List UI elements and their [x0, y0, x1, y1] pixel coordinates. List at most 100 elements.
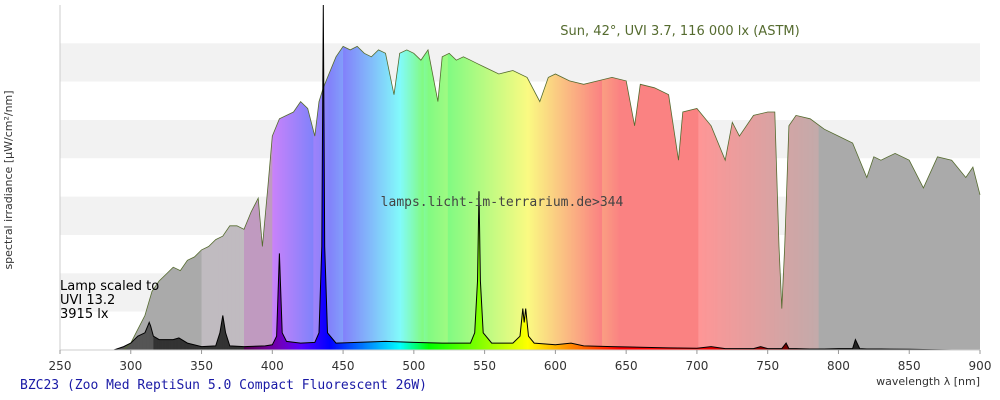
- x-tick-label: 400: [261, 359, 284, 373]
- spectrum-stripe: [856, 46, 859, 350]
- x-tick-label: 350: [190, 359, 213, 373]
- spectrum-stripe: [803, 46, 805, 350]
- spectrum-stripe: [344, 46, 347, 350]
- spectrum-stripe: [350, 46, 353, 350]
- spectrum-stripe: [863, 46, 866, 350]
- spectrum-stripe: [644, 46, 647, 350]
- spectrum-stripe: [807, 46, 810, 350]
- spectrum-stripe: [954, 46, 957, 350]
- spectrum-stripe: [839, 46, 842, 350]
- spectrum-stripe: [660, 46, 663, 350]
- spectrum-stripe: [926, 46, 929, 350]
- spectrum-stripe: [501, 46, 504, 350]
- spectrum-stripe: [589, 46, 592, 350]
- spectrum-stripe: [805, 46, 808, 350]
- spectrum-stripe: [580, 46, 583, 350]
- spectrum-stripe: [845, 46, 848, 350]
- spectrum-stripe: [808, 46, 811, 350]
- spectrum-stripe: [921, 46, 924, 350]
- spectrum-stripe: [650, 46, 653, 350]
- spectrum-stripe: [773, 46, 776, 350]
- spectrum-stripe: [423, 46, 426, 350]
- spectrum-stripe: [978, 46, 980, 350]
- spectrum-stripe: [277, 46, 280, 350]
- x-tick-label: 700: [685, 359, 708, 373]
- spectrum-stripe: [503, 46, 505, 350]
- spectrum-stripe: [320, 46, 323, 350]
- spectrum-stripe: [402, 46, 405, 350]
- spectrum-stripe: [696, 46, 699, 350]
- spectrum-stripe: [798, 46, 801, 350]
- spectrum-stripe: [512, 46, 515, 350]
- spectrum-stripe: [865, 46, 868, 350]
- spectrum-stripe: [713, 46, 716, 350]
- spectrum-stripe: [624, 46, 627, 350]
- spectrum-stripe: [886, 46, 889, 350]
- spectrum-stripe: [975, 46, 978, 350]
- spectrum-stripe: [943, 46, 946, 350]
- spectrum-stripe: [395, 46, 398, 350]
- spectrum-stripe: [507, 46, 510, 350]
- spectrum-stripe: [302, 46, 304, 350]
- spectrum-stripe: [930, 46, 933, 350]
- spectrum-stripe: [544, 46, 546, 350]
- spectrum-stripe: [292, 46, 295, 350]
- spectrum-stripe: [609, 46, 612, 350]
- spectrum-stripe: [934, 46, 937, 350]
- spectrum-stripe: [334, 46, 337, 350]
- spectrum-stripe: [940, 46, 943, 350]
- spectrum-stripe: [739, 46, 742, 350]
- spectrum-stripe: [726, 46, 729, 350]
- spectrum-stripe: [889, 46, 892, 350]
- spectrum-stripe: [855, 46, 858, 350]
- spectrum-stripe: [286, 46, 289, 350]
- spectrum-stripe: [309, 46, 312, 350]
- spectrum-stripe: [705, 46, 708, 350]
- spectrum-stripe: [643, 46, 646, 350]
- spectrum-stripe: [958, 46, 961, 350]
- spectrum-stripe: [698, 46, 701, 350]
- spectrum-stripe: [931, 46, 934, 350]
- spectrum-stripe: [296, 46, 299, 350]
- spectrum-stripe: [498, 46, 501, 350]
- spectrum-stripe: [453, 46, 456, 350]
- spectrum-stripe: [481, 46, 484, 350]
- spectrum-stripe: [539, 46, 542, 350]
- spectrum-stripe: [699, 46, 702, 350]
- spectrum-stripe: [280, 46, 283, 350]
- spectrum-stripe: [378, 46, 381, 350]
- spectrum-stripe: [518, 46, 521, 350]
- x-tick-label: 650: [615, 359, 638, 373]
- spectrum-stripe: [902, 46, 905, 350]
- spectrum-stripe: [963, 46, 965, 350]
- spectrum-stripe: [617, 46, 620, 350]
- spectrum-stripe: [467, 46, 470, 350]
- spectrum-stripe: [340, 46, 343, 350]
- spectrum-stripe: [720, 46, 723, 350]
- spectrum-stripe: [572, 46, 575, 350]
- spectrum-stripe: [464, 46, 467, 350]
- spectrum-stripe: [590, 46, 593, 350]
- spectrum-stripe: [411, 46, 413, 350]
- spectrum-stripe: [899, 46, 902, 350]
- spectrum-stripe: [522, 46, 525, 350]
- spectrum-stripe: [871, 46, 873, 350]
- spectrum-stripe: [364, 46, 367, 350]
- spectrum-stripe: [430, 46, 433, 350]
- spectrum-stripe: [437, 46, 440, 350]
- spectrum-stripe: [948, 46, 951, 350]
- spectrum-stripe: [858, 46, 861, 350]
- spectrum-stripe: [593, 46, 596, 350]
- spectrum-stripe: [548, 46, 551, 350]
- spectrum-stripe: [750, 46, 753, 350]
- spectrum-stripe: [797, 46, 800, 350]
- x-tick-label: 300: [119, 359, 142, 373]
- spectrum-stripe: [817, 46, 820, 350]
- spectrum-stripe: [409, 46, 412, 350]
- spectrum-stripe: [587, 46, 590, 350]
- spectrum-stripe: [757, 46, 760, 350]
- spectrum-stripe: [970, 46, 973, 350]
- spectrum-stripe: [670, 46, 672, 350]
- spectrum-stripe: [712, 46, 715, 350]
- x-tick-label: 850: [898, 359, 921, 373]
